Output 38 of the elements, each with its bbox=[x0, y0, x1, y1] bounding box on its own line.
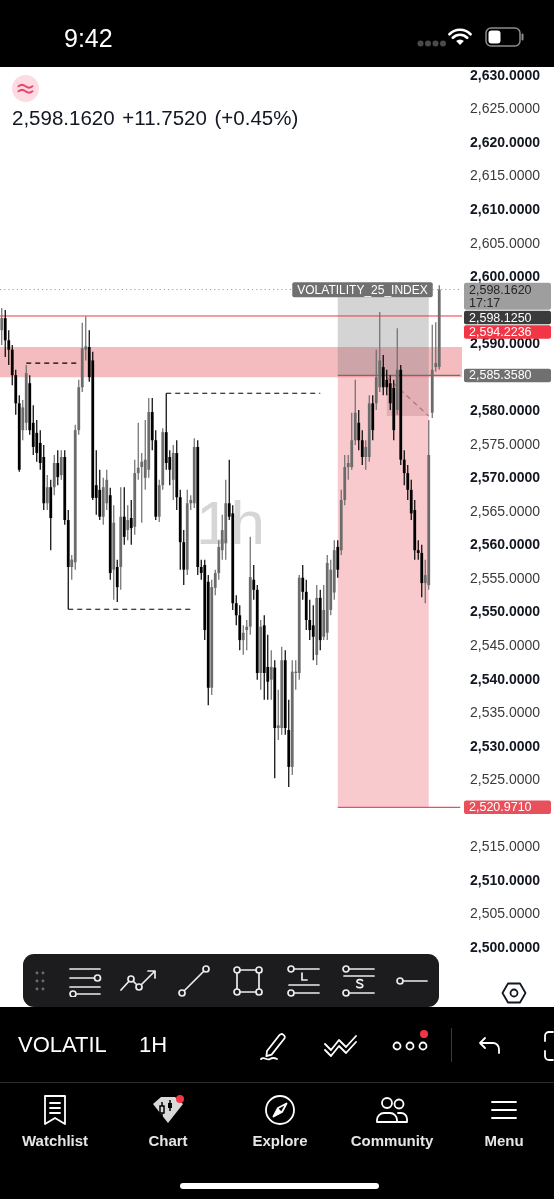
data-label: 2,585.3580 bbox=[469, 368, 532, 383]
text: Watchlist bbox=[20, 1131, 90, 1151]
y-tick-label: 2,575.0000 bbox=[470, 435, 541, 452]
y-tick-label: 2,580.0000 bbox=[470, 402, 541, 419]
y-tick-label: 2,550.0000 bbox=[470, 603, 541, 620]
text: 2,598.1620 +11.7520 (+0.45%) bbox=[12, 105, 299, 131]
ref-line-label: 2,594.2236 bbox=[469, 325, 532, 340]
y-tick-label: 2,610.0000 bbox=[470, 201, 541, 218]
y-tick-label: 2,530.0000 bbox=[470, 737, 541, 754]
y-tick-label: 2,625.0000 bbox=[470, 100, 541, 117]
y-tick-label: 2,620.0000 bbox=[470, 133, 541, 150]
y-tick-label: 2,615.0000 bbox=[470, 167, 541, 184]
y-tick-label: 2,545.0000 bbox=[470, 637, 541, 654]
text: 17:17 bbox=[469, 296, 501, 311]
y-tick-label: 2,515.0000 bbox=[470, 838, 541, 855]
text: VOLATIL bbox=[18, 1031, 107, 1059]
y-tick-label: 2,565.0000 bbox=[470, 502, 541, 519]
text: 1H bbox=[139, 1031, 168, 1059]
y-tick-label: 2,560.0000 bbox=[470, 536, 541, 553]
data-label: 2,520.9710 bbox=[469, 800, 532, 815]
y-tick-label: 2,600.0000 bbox=[470, 268, 541, 285]
y-tick-label: 2,505.0000 bbox=[470, 905, 541, 922]
y-tick-label: 2,570.0000 bbox=[470, 469, 541, 486]
y-tick-label: 2,510.0000 bbox=[470, 871, 541, 888]
text: 2,598.1250 bbox=[469, 310, 532, 325]
text: VOLATILITY_25_INDEX bbox=[297, 282, 428, 297]
text: Menu bbox=[483, 1131, 525, 1151]
y-tick-label: 2,555.0000 bbox=[470, 569, 541, 586]
y-tick-label: 2,605.0000 bbox=[470, 234, 541, 251]
text: Explore bbox=[251, 1131, 309, 1151]
y-tick-label: 2,535.0000 bbox=[470, 704, 541, 721]
ref-line-label: 2,598.1620 bbox=[469, 282, 532, 297]
y-tick-label: 2,525.0000 bbox=[470, 771, 541, 788]
text: Community bbox=[349, 1131, 435, 1151]
text: Chart bbox=[147, 1131, 189, 1151]
y-tick-label: 2,630.0000 bbox=[470, 66, 541, 83]
y-tick-label: 2,540.0000 bbox=[470, 670, 541, 687]
text: 9:42 bbox=[64, 24, 113, 52]
